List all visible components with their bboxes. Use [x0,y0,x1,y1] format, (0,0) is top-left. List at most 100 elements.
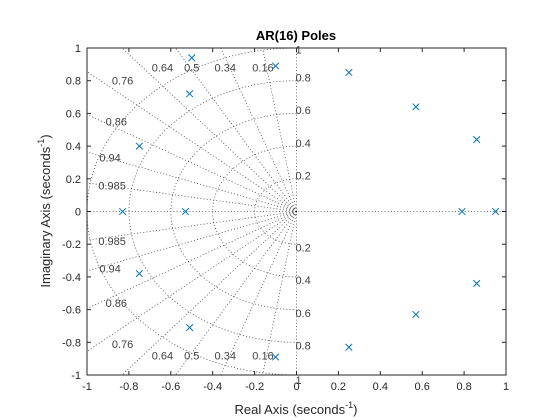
x-tick-label: -0.6 [161,381,180,393]
y-tick-label: 0 [75,207,81,219]
y-tick-label: 0.6 [66,108,81,120]
x-axis-label: Real Axis (seconds-1) [235,400,358,417]
y-tick-label: -0.4 [62,272,81,284]
axis-ticks: -1 -0.8 -0.6 -0.4 -0.2 0 0.2 0.4 0.6 0.8 1 -1 -0.8 -0… [62,43,509,393]
frequency-arc [254,178,297,245]
frequency-label: 0.4 [295,138,310,150]
pole-marker [186,90,194,98]
x-tick-label: 0.2 [331,381,346,393]
x-tick-label: -0.8 [119,381,138,393]
x-tick-label: -0.2 [245,381,264,393]
y-tick-label: 0.4 [66,141,81,153]
pole-marker [188,54,196,62]
y-tick-label: -0.8 [62,337,81,349]
damping-label: 0.76 [112,76,133,88]
pole-marker [186,323,194,332]
damping-ray [86,211,297,352]
x-tick-label: 0 [293,381,299,393]
damping-ray [220,47,297,212]
y-tick-label: -1 [71,370,81,382]
damping-ray [86,114,297,212]
pole-marker [181,207,190,216]
pole-marker-stroke [345,68,353,77]
pole-marker-stroke [186,323,194,332]
pole-marker-stroke [271,353,280,361]
pole-marker [271,62,280,70]
frequency-label: 0.6 [295,308,310,320]
frequency-arc [128,80,297,343]
damping-label: 0.94 [99,264,120,276]
damping-ray [262,211,297,376]
x-axis-label-close: ) [353,402,357,417]
frequency-label: 0.2 [295,171,310,183]
damping-label: 0.64 [152,63,173,75]
pole-marker-stroke [412,310,420,319]
damping-label: 0.5 [184,350,199,362]
damping-label: 0.34 [215,350,236,362]
pole-marker [135,142,144,150]
pole-marker [412,310,420,319]
damping-ray [86,71,297,212]
frequency-label: 0.8 [295,341,310,353]
damping-ray [86,211,297,309]
pole-marker-stroke [271,62,280,70]
pole-marker-stroke [345,343,353,351]
grid-labels: 0.64 0.5 0.34 0.16 0.76 0.86 0.94 0.985 0.985 0.9… [98,45,310,387]
pole-marker-stroke [135,142,144,150]
pole-marker-stroke [458,207,466,216]
damping-label: 0.64 [152,350,173,362]
damping-ray [86,182,297,212]
y-tick-label: 0.2 [66,174,81,186]
y-tick-label: -0.2 [62,239,81,251]
frequency-label: 1 [295,375,301,387]
damping-ray [220,211,297,376]
damping-label: 0.34 [215,63,236,75]
x-tick-label: 0.6 [415,381,430,393]
x-tick-label: -1 [82,381,92,393]
damping-ray [121,47,297,212]
damping-ray [86,211,297,272]
pole-marker-stroke [135,269,144,278]
frequency-arc [86,47,297,376]
frequency-label: 1 [295,45,301,57]
pole-marker-stroke [491,207,500,216]
damping-frequency-grid [86,47,506,376]
pole-marker [271,353,280,361]
x-axis-unit-exponent: -1 [345,400,353,410]
y-tick-label: 0.8 [66,76,81,88]
frequency-label: 0.2 [295,242,310,254]
y-axis-label: Imaginary Axis (seconds-1) [36,134,53,287]
x-tick-label: 0.4 [373,381,388,393]
y-tick-label: -0.6 [62,305,81,317]
x-tick-label: 1 [503,381,509,393]
damping-label: 0.86 [106,298,127,310]
y-axis-label-text: Imaginary Axis (seconds [38,146,53,287]
damping-label: 0.94 [99,153,120,165]
pole-marker [412,103,420,111]
damping-label: 0.86 [106,117,127,129]
damping-ray [121,211,297,376]
x-tick-label: 0.8 [456,381,471,393]
pole-marker-stroke [473,135,481,144]
y-tick-label: 1 [75,43,81,55]
chart-title: AR(16) Poles [256,28,336,43]
x-axis-label-text: Real Axis (seconds [235,402,346,417]
y-axis-label-close: ) [38,134,53,138]
frequency-label: 0.8 [295,72,310,84]
pole-marker [473,135,481,144]
pole-marker-stroke [473,279,481,288]
pole-markers [118,54,500,361]
pole-marker [345,68,353,77]
damping-label: 0.985 [98,180,126,192]
frequency-label: 0.6 [295,105,310,117]
y-axis-unit-exponent: -1 [36,139,46,147]
pole-marker [135,269,144,278]
pole-marker [458,207,466,216]
damping-label: 0.76 [112,339,133,351]
pole-marker [118,207,127,216]
pole-marker-stroke [118,207,127,216]
damping-label: 0.985 [98,236,126,248]
pole-marker-stroke [188,54,196,62]
damping-ray [86,151,297,212]
